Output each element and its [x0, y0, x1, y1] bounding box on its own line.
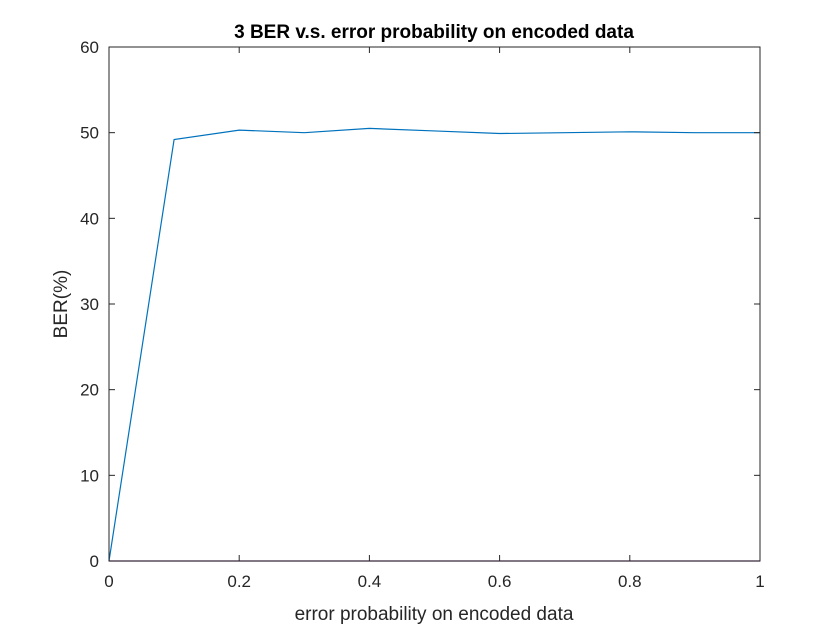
x-tick-label: 0.8	[618, 572, 642, 591]
y-tick-label: 0	[90, 552, 99, 571]
y-tick-label: 30	[80, 295, 99, 314]
x-tick-label: 0.6	[488, 572, 512, 591]
series-line-1	[108, 127, 760, 562]
y-axis-label: BER(%)	[51, 270, 72, 339]
x-tick-label: 1	[755, 572, 764, 591]
y-tick-label: 50	[80, 124, 99, 143]
x-tick-label: 0.4	[358, 572, 382, 591]
y-tick-label: 10	[80, 466, 99, 485]
x-tick-label: 0	[104, 572, 113, 591]
x-axis-label: error probability on encoded data	[295, 604, 574, 625]
y-tick-label: 40	[80, 209, 99, 228]
chart-title: 3 BER v.s. error probability on encoded …	[234, 22, 634, 43]
y-tick-label: 20	[80, 381, 99, 400]
x-tick-label: 0.2	[227, 572, 251, 591]
y-tick-label: 60	[80, 38, 99, 57]
plot-area	[109, 47, 760, 561]
